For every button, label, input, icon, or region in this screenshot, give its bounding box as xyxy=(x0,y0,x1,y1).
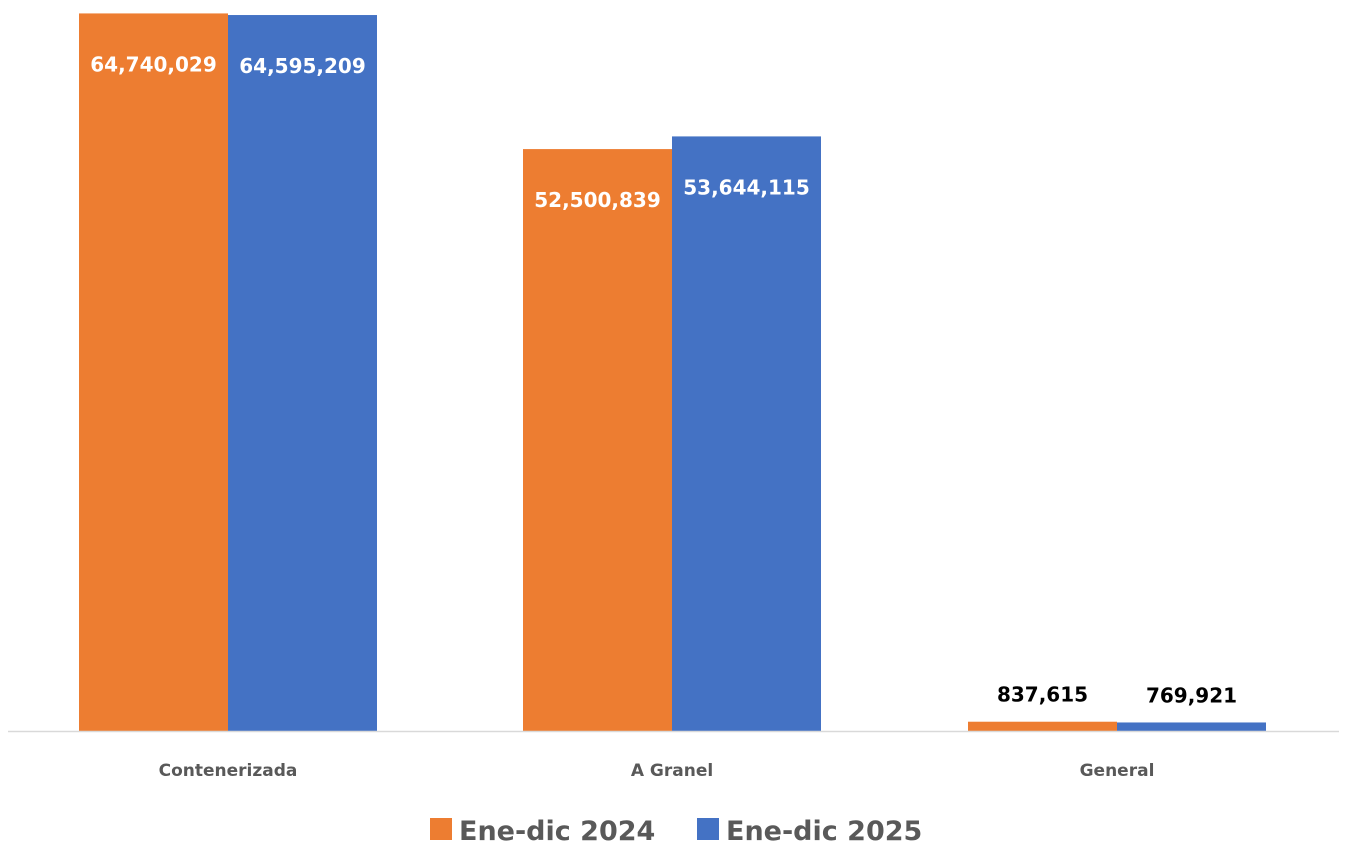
legend-label-series-2: Ene-dic 2025 xyxy=(726,816,922,845)
legend-label-series-1: Ene-dic 2024 xyxy=(459,816,655,845)
data-label-a-granel-series-1: 52,500,839 xyxy=(534,188,661,212)
bar-a-granel-series-2 xyxy=(672,136,821,731)
bar-general-series-2 xyxy=(1117,722,1266,731)
legend: Ene-dic 2024 Ene-dic 2025 xyxy=(430,816,922,845)
legend-swatch-series-2 xyxy=(697,818,719,840)
data-label-contenerizada-series-1: 64,740,029 xyxy=(90,52,217,76)
bar-general-series-1 xyxy=(968,721,1117,731)
data-label-contenerizada-series-2: 64,595,209 xyxy=(239,54,366,78)
data-label-a-granel-series-2: 53,644,115 xyxy=(683,175,810,199)
category-label-contenerizada: Contenerizada xyxy=(159,761,298,781)
category-label-general: General xyxy=(1080,761,1155,781)
data-label-general-series-1: 837,615 xyxy=(997,683,1088,707)
category-label-a-granel: A Granel xyxy=(631,761,713,781)
category-labels: Contenerizada A Granel General xyxy=(159,761,1155,781)
bar-a-granel-series-1 xyxy=(523,149,672,732)
bar-contenerizada-series-2 xyxy=(228,15,377,731)
legend-swatch-series-1 xyxy=(430,818,452,840)
bar-contenerizada-series-1 xyxy=(79,13,228,731)
bars-layer: 64,740,029 64,595,209 52,500,839 53,644,115… xyxy=(79,13,1266,732)
data-label-general-series-2: 769,921 xyxy=(1146,683,1237,707)
